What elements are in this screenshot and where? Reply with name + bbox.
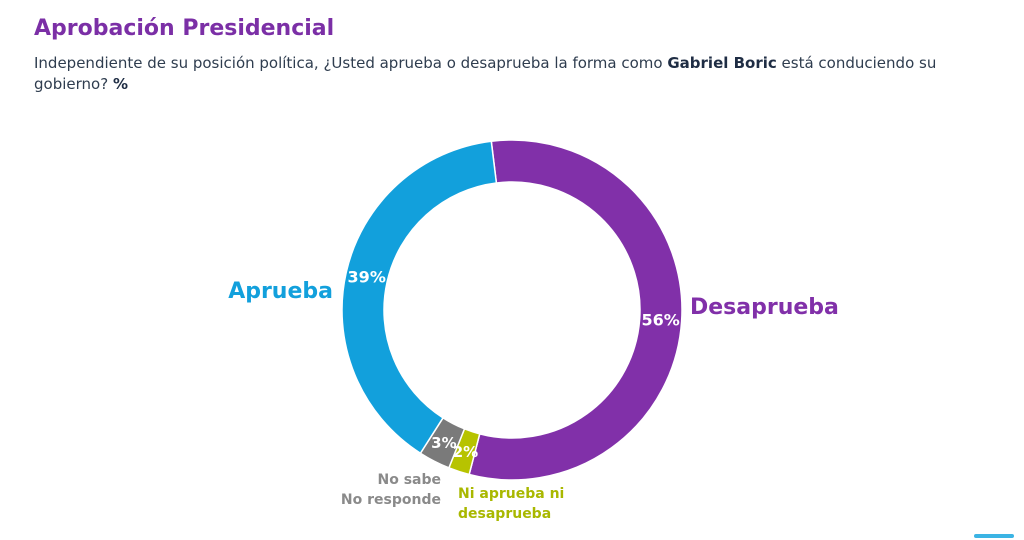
category-label-no-sabe-no-responde-line-2: No responde [341,492,441,508]
slice-desaprueba [468,139,683,481]
chart-title: Aprobación Presidencial [34,16,335,41]
category-label-ni-aprueba-ni-desaprueba-line-1: Ni aprueba ni [458,486,564,502]
subtitle-text-2: está conduciendo su gobierno? [34,54,937,93]
value-label-no-sabe-no-responde: 3% [431,434,456,452]
subtitle-unit: % [112,75,128,93]
subtitle-name: Gabriel Boric [667,54,777,72]
value-label-ni-aprueba-ni-desaprueba: 2% [453,443,478,461]
category-label-aprueba: Aprueba [228,279,333,304]
value-label-aprueba: 39% [348,268,386,287]
slice-aprueba [341,140,498,455]
subtitle-text-1: Independiente de su posición política, ¿… [34,54,668,72]
value-label-desaprueba: 56% [642,311,680,330]
category-label-desaprueba: Desaprueba [690,295,839,320]
category-label-no-sabe-no-responde-line-1: No sabe [377,472,441,488]
category-label-ni-aprueba-ni-desaprueba-line-2: desaprueba [458,506,551,522]
chart-subtitle: Independiente de su posición política, ¿… [34,53,984,95]
corner-decoration [974,534,1014,538]
